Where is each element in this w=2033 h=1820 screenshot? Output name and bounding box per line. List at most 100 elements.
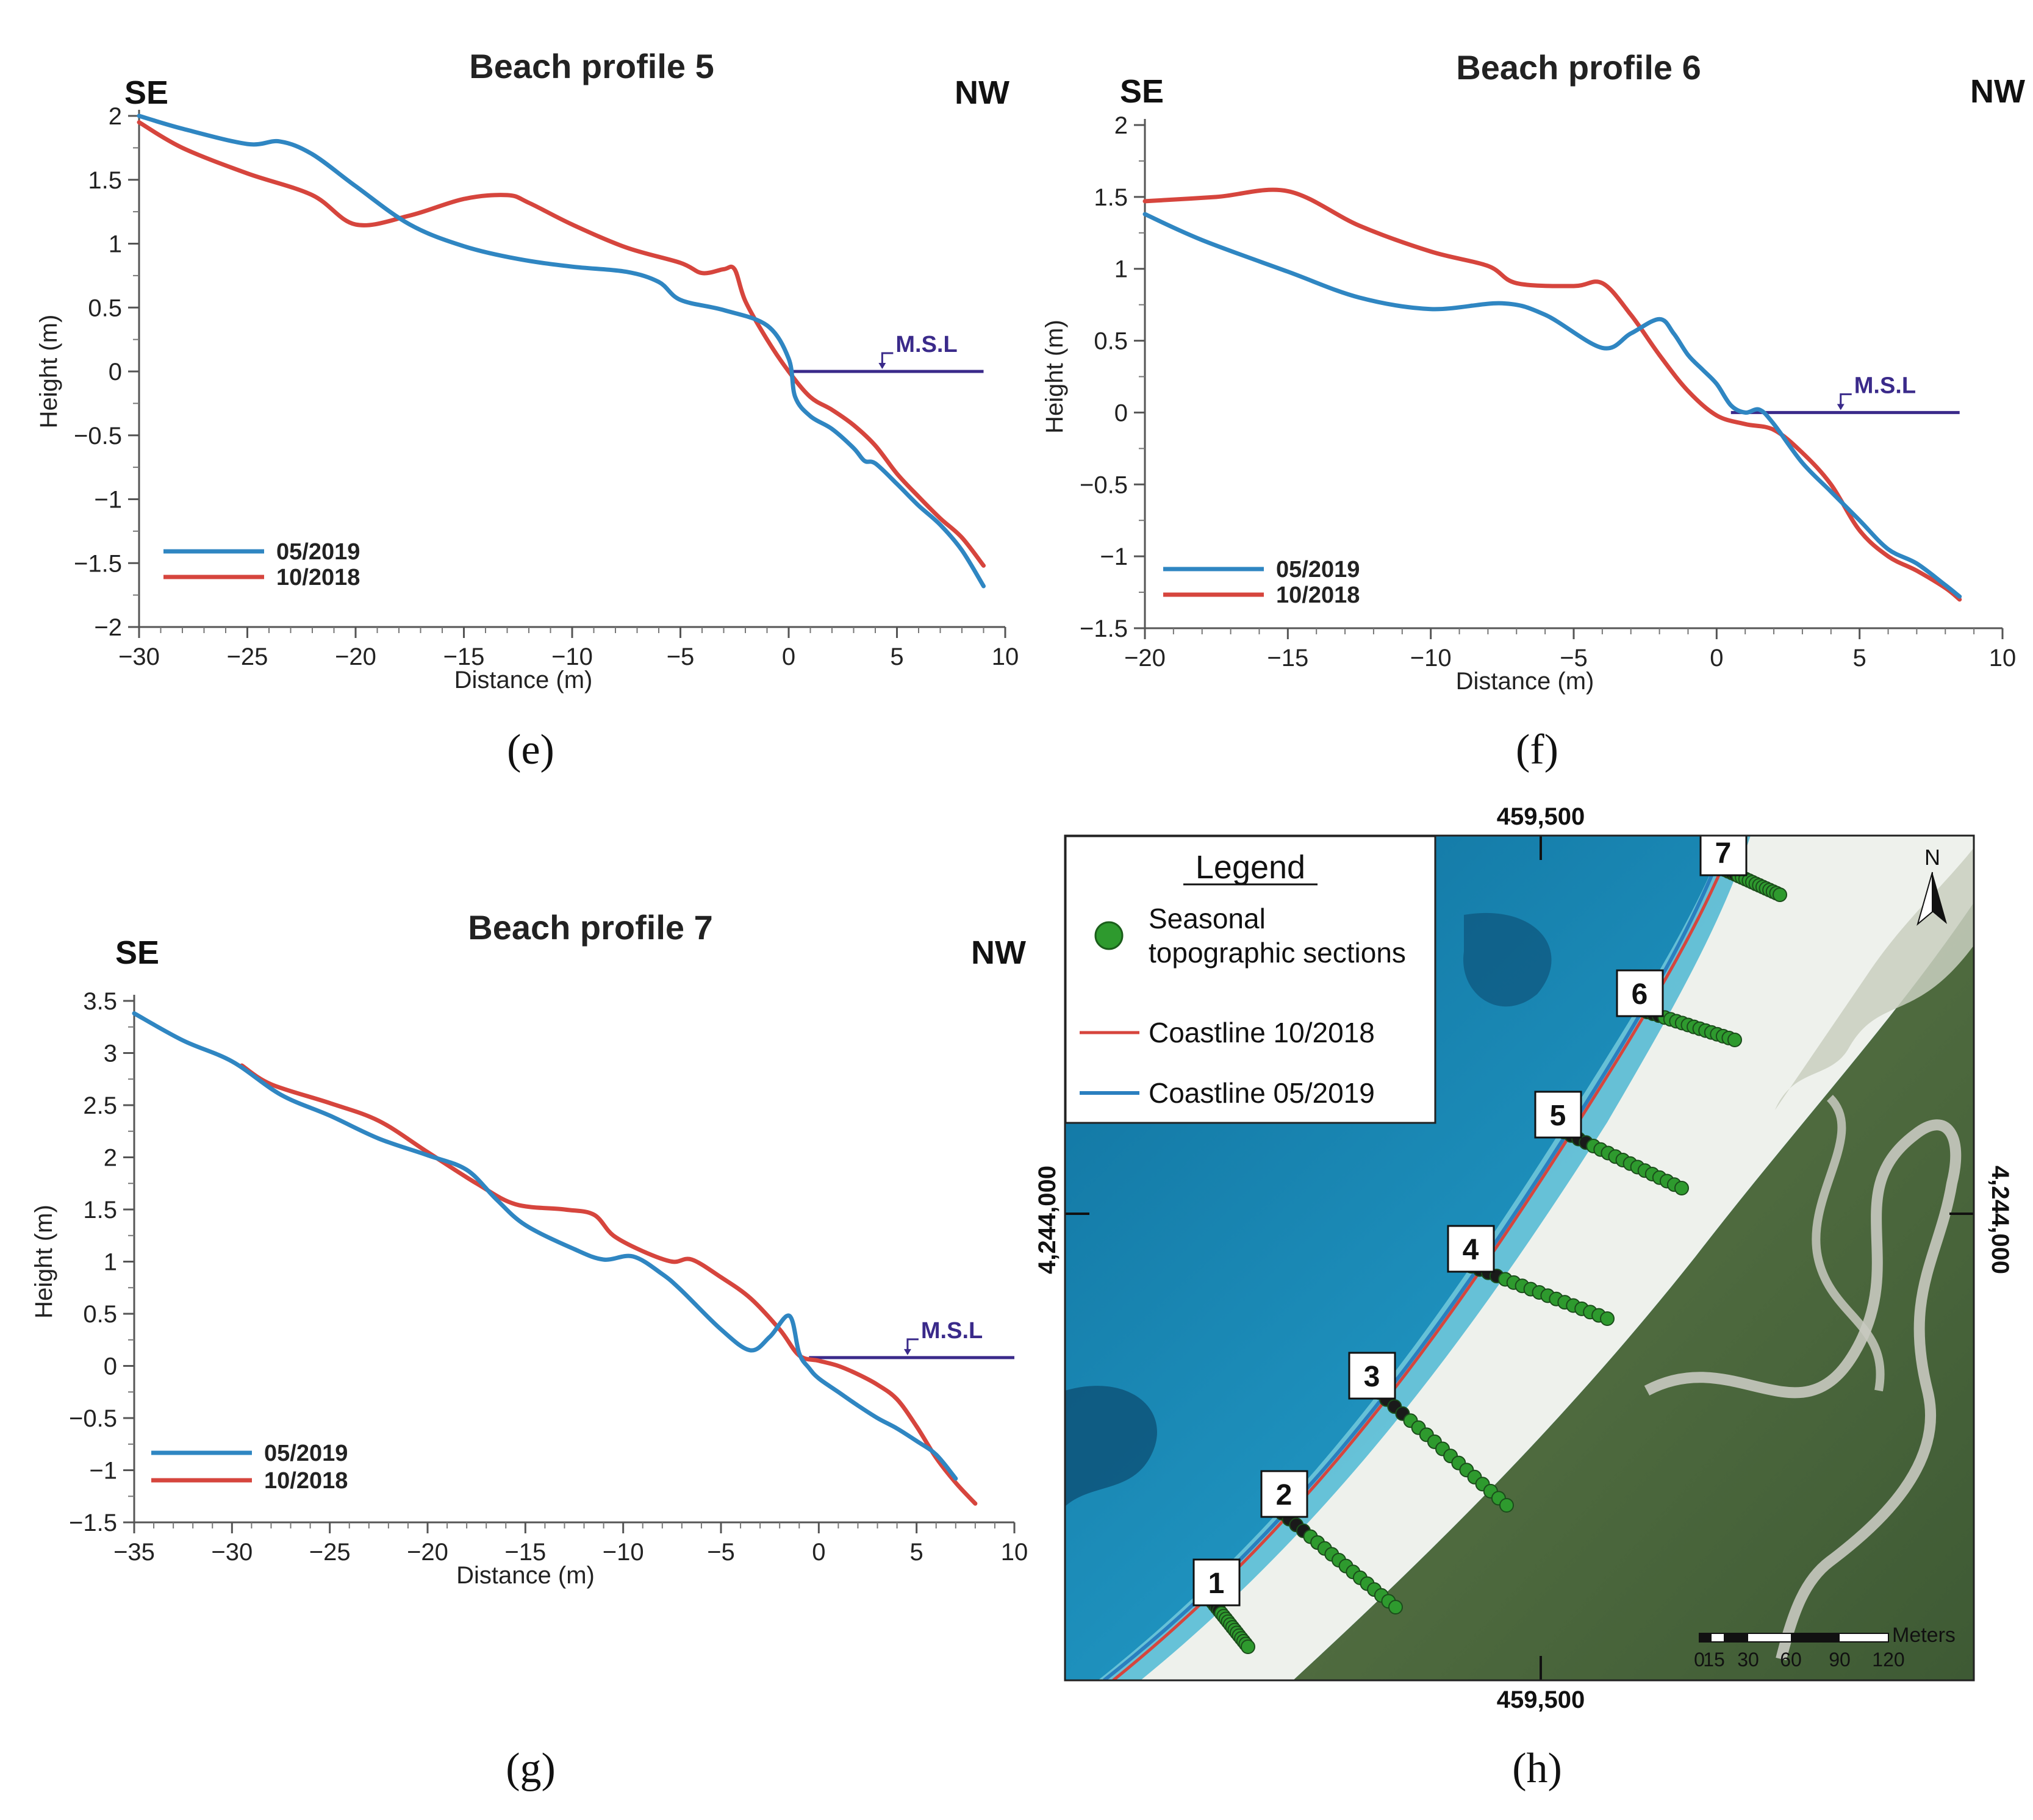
y-tick-label: −0.5 (69, 1405, 117, 1432)
x-tick-label: −5 (707, 1539, 735, 1566)
north-label: N (1924, 845, 1940, 870)
section-point (1499, 1498, 1514, 1513)
beach-sand (1141, 836, 1974, 1680)
y-tick-label: −1.5 (74, 550, 122, 577)
x-tick-label: −20 (1124, 645, 1166, 672)
y-tick-label: −1.5 (69, 1510, 117, 1536)
dark-reef-patch (1463, 912, 1552, 1007)
x-tick-label: 5 (890, 643, 903, 670)
y-tick-label: 0 (1114, 399, 1128, 426)
x-tick-label: 5 (910, 1539, 923, 1566)
section-number: 3 (1364, 1361, 1380, 1393)
x-tick-label: −10 (1410, 645, 1452, 672)
chart-title: Beach profile 5 (469, 47, 714, 85)
coord-right: 4,244,000 (1987, 1166, 2013, 1274)
legend-coast-2018-label: Coastline 10/2018 (1149, 1017, 1375, 1048)
x-tick-label: 5 (1853, 645, 1866, 672)
beach-profile-5-chart: Beach profile 5 SE NW 2 1.5 1 0.5 0 −0.5 −1 −1.5 −2… (35, 47, 1019, 693)
y-tick-label: 3 (104, 1041, 117, 1067)
chart-title: Beach profile 6 (1456, 48, 1701, 87)
series-line-10-2018 (1142, 187, 1962, 602)
msl-label: M.S.L (895, 332, 957, 357)
msl-label: M.S.L (921, 1318, 983, 1344)
section-number: 5 (1550, 1100, 1566, 1132)
legend-coast-2019-label: Coastline 05/2019 (1149, 1077, 1375, 1109)
y-tick-label: −0.5 (74, 423, 122, 450)
direction-label-left: SE (115, 934, 159, 971)
legend-label: 05/2019 (1276, 557, 1360, 582)
series-line-05-2019 (1142, 212, 1962, 599)
y-tick-label: −1 (1100, 543, 1128, 570)
series-line-10-2018 (137, 120, 986, 568)
msl-arrowhead (878, 363, 886, 369)
x-axis-label: Distance (m) (454, 667, 593, 693)
msl-arrowhead (903, 1349, 911, 1355)
scale-label: 0 (1694, 1649, 1705, 1671)
x-tick-label: −35 (113, 1539, 155, 1566)
legend-section-marker (1094, 921, 1124, 950)
caption-h: (h) (1512, 1745, 1562, 1792)
y-tick-label: 0 (109, 359, 122, 385)
x-tick-label: −10 (551, 643, 593, 670)
scale-label: 30 (1737, 1649, 1759, 1671)
msl-arrowhead (1837, 404, 1845, 410)
section-point (1241, 1639, 1255, 1654)
x-axis-label: Distance (m) (456, 1562, 595, 1589)
y-tick-label: −0.5 (1080, 471, 1128, 498)
direction-label-left: SE (124, 74, 168, 111)
x-tick-label: −20 (407, 1539, 448, 1566)
section-number: 6 (1632, 978, 1648, 1011)
x-tick-label: −5 (667, 643, 695, 670)
y-tick-label: 2.5 (83, 1092, 117, 1119)
legend-sections-label-2: topographic sections (1149, 937, 1406, 969)
map-frame (1064, 834, 1975, 1682)
dirt-road (1812, 1095, 1885, 1392)
x-tick-label: −15 (443, 643, 485, 670)
y-tick-label: 1.5 (83, 1197, 117, 1223)
scale-label: 120 (1872, 1649, 1904, 1671)
section-label-box (1447, 1225, 1495, 1273)
dark-reef-patch (1065, 1386, 1157, 1507)
legend-label: 10/2018 (264, 1468, 348, 1494)
x-tick-label: 10 (992, 643, 1019, 670)
scale-bar: Meters 0 15 30 60 90 120 (1694, 1624, 1956, 1671)
y-tick-label: 0 (104, 1353, 117, 1380)
dirt-road (1644, 1119, 1962, 1661)
x-tick-label: −5 (1560, 645, 1588, 672)
x-tick-label: −15 (1267, 645, 1308, 672)
y-tick-label: 0.5 (88, 295, 122, 321)
scale-label: 15 (1703, 1649, 1725, 1671)
direction-label-right: NW (971, 934, 1026, 971)
map-legend: Legend Seasonal topographic sections Coa… (1064, 835, 1436, 1124)
coord-bottom: 459,500 (1497, 1686, 1585, 1713)
y-tick-label: 1.5 (88, 167, 122, 194)
x-tick-label: 0 (1710, 645, 1723, 672)
y-tick-label: 2 (104, 1145, 117, 1172)
chart-title: Beach profile 7 (468, 908, 712, 947)
caption-g: (g) (506, 1745, 556, 1792)
x-axis-label: Distance (m) (1456, 668, 1594, 695)
x-tick-label: 0 (812, 1539, 825, 1566)
y-tick-label: −1 (89, 1458, 117, 1485)
caption-e: (e) (507, 726, 554, 773)
section-label-box (1348, 1352, 1396, 1400)
y-tick-label: 0.5 (83, 1301, 117, 1328)
y-tick-label: −1 (94, 487, 122, 514)
direction-label-right: NW (955, 74, 1009, 111)
legend-title: Legend (1196, 849, 1305, 886)
direction-label-left: SE (1120, 73, 1164, 110)
coastline-10-2018 (1112, 836, 1737, 1680)
section-number: 2 (1276, 1479, 1293, 1511)
legend-label: 10/2018 (1276, 582, 1360, 608)
y-tick-label: 0.5 (1094, 328, 1128, 355)
caption-f: (f) (1516, 726, 1558, 773)
coord-left: 4,244,000 (1034, 1166, 1061, 1274)
legend-label: 05/2019 (264, 1441, 348, 1466)
series-line-05-2019 (137, 113, 986, 589)
x-tick-label: 10 (1001, 1539, 1028, 1566)
section-number: 1 (1208, 1567, 1225, 1600)
section-point (1773, 887, 1787, 902)
x-tick-label: −10 (603, 1539, 644, 1566)
section-label-box (1699, 836, 1748, 876)
legend-label: 10/2018 (276, 565, 360, 590)
